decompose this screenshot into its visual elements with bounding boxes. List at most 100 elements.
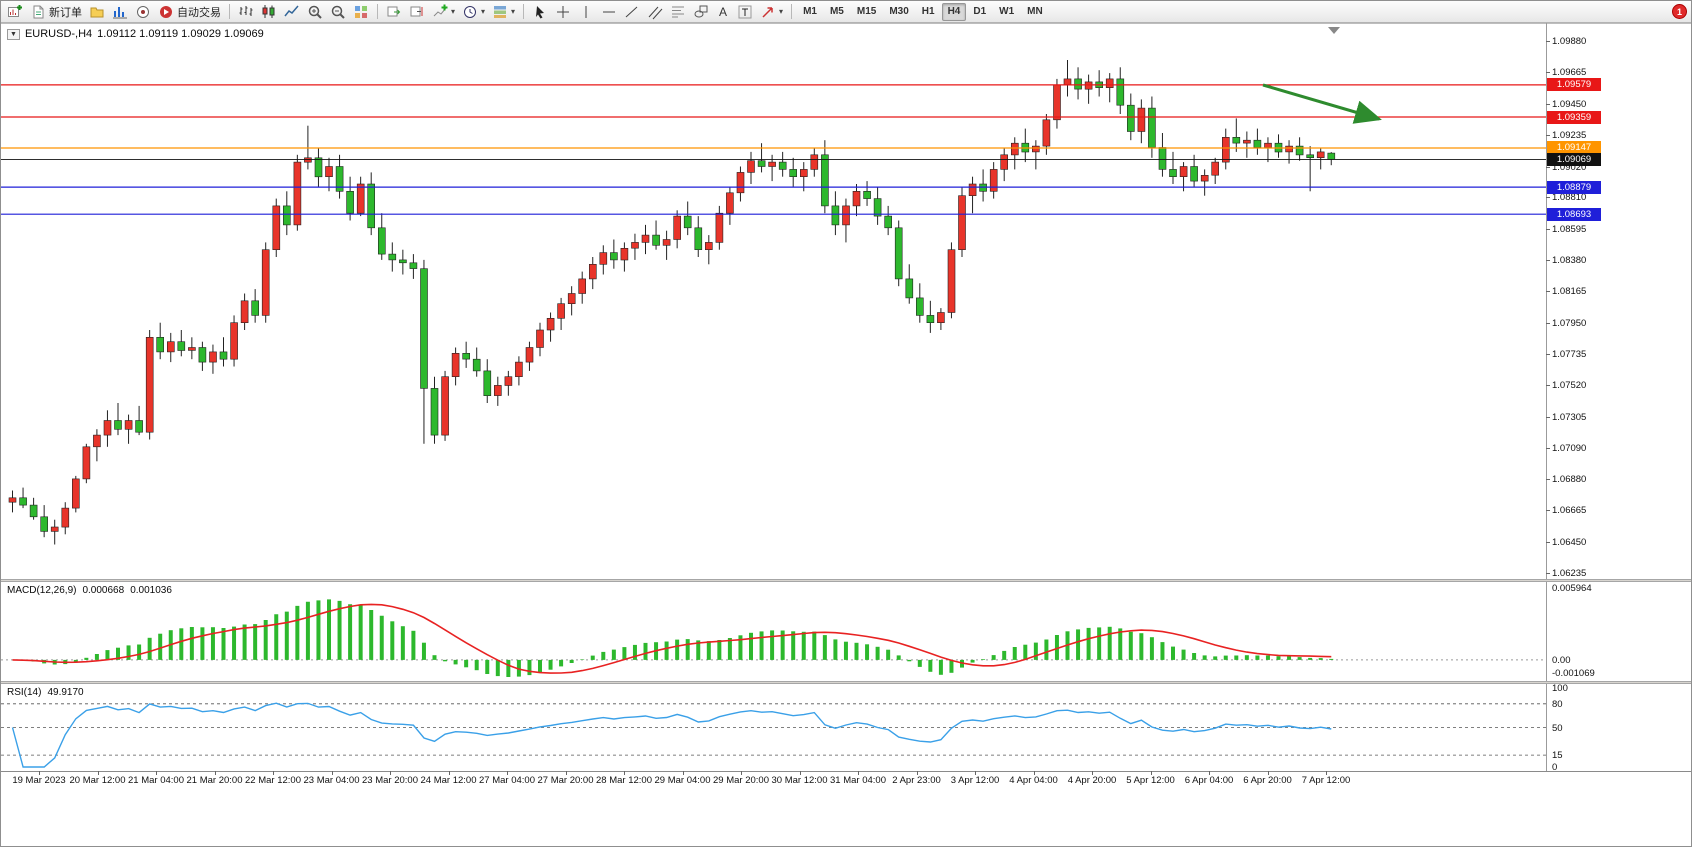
rsi-axis-label: 15 [1552,750,1563,762]
macd-panel[interactable] [1,582,1691,681]
auto-scroll-icon [387,6,401,16]
price-axis-label: 1.08165 [1552,286,1587,298]
shapes-button[interactable] [690,2,712,22]
price-axis-tick [1546,41,1550,42]
time-axis-tick [156,771,157,775]
time-axis-label: 19 Mar 2023 [12,775,66,786]
time-axis-label: 6 Apr 04:00 [1184,775,1234,786]
text-label-icon [738,5,752,18]
macd-axis-label: 0.00 [1552,654,1571,666]
navigator-icon [137,5,149,18]
crosshair-button[interactable] [552,2,574,22]
price-axis-border [1546,23,1547,771]
autotrading-label: 自动交易 [177,6,221,19]
time-axis-tick [1267,771,1269,775]
time-axis-tick [799,771,801,775]
text-label-button[interactable] [734,2,756,22]
time-axis-tick [390,771,391,775]
time-axis-tick [858,771,859,775]
time-axis[interactable] [1,771,1691,791]
time-axis-label: 21 Mar 04:00 [128,775,184,786]
zoom-out-button[interactable] [327,2,349,22]
time-axis-label: 29 Mar 20:00 [713,775,769,786]
tile-windows-button[interactable] [350,2,372,22]
time-axis-label: 27 Mar 20:00 [537,775,594,786]
price-axis-tick [1546,72,1550,74]
autotrading-button[interactable]: 自动交易 [155,2,224,22]
new-order-button[interactable]: 新订单 [27,2,85,22]
horizontal-line-icon [603,11,616,12]
time-axis-label: 4 Apr 04:00 [1009,775,1058,786]
price-axis-tick [1546,103,1550,105]
timeframe-mn[interactable]: MN [1021,3,1049,21]
candlestick-chart-button[interactable] [258,2,280,22]
periods-button[interactable]: ▾ [459,2,488,22]
panel-splitter-2[interactable] [1,681,1691,684]
trendline-icon [625,6,638,17]
vertical-line-icon [585,5,587,18]
fibonacci-button[interactable] [667,2,689,22]
time-axis-tick [741,771,742,775]
collapse-chart-icon[interactable]: ▼ [7,28,20,40]
timeframe-w1[interactable]: W1 [993,3,1020,21]
line-chart-button[interactable] [281,2,303,22]
time-axis-label: 31 Mar 04:00 [830,775,886,786]
vertical-line-button[interactable] [575,2,597,22]
auto-scroll-button[interactable] [383,2,405,22]
rsi-axis-label: 100 [1552,683,1568,694]
time-axis-label: 28 Mar 12:00 [596,775,652,786]
toolbar-separator [229,4,230,19]
time-axis-label: 29 Mar 04:00 [654,775,711,786]
price-axis-label: 1.06450 [1552,536,1587,548]
timeframe-h4[interactable]: H4 [941,2,967,21]
toolbar-separator [523,4,525,19]
zoom-in-button[interactable] [304,2,326,22]
price-chart-panel[interactable] [1,23,1691,579]
zoom-in-icon [308,5,322,19]
price-tag-support-2: 1.08693 [1547,207,1601,221]
timeframe-m1[interactable]: M1 [797,3,823,21]
cursor-button[interactable] [529,2,551,22]
timeframe-m15[interactable]: M15 [851,3,882,21]
rsi-indicator-label: RSI(14) 49.9170 [7,687,90,698]
navigator-button[interactable] [132,2,154,22]
horizontal-line-button[interactable] [598,2,620,22]
price-axis-label: 1.06235 [1552,568,1587,579]
time-axis-label: 23 Mar 20:00 [362,775,418,786]
price-axis-label: 1.07305 [1552,411,1587,423]
time-axis-tick [214,771,216,775]
trendline-button[interactable] [621,2,643,22]
rsi-panel[interactable] [1,684,1691,771]
channel-button[interactable] [644,2,666,22]
timeframe-d1[interactable]: D1 [967,3,992,21]
autotrading-icon [160,5,172,18]
text-button[interactable]: A [713,2,733,22]
templates-button[interactable]: ▾ [489,2,518,22]
new-chart-button[interactable] [4,2,26,22]
symbol-period-label: EURUSD-,H4 [24,28,93,40]
profiles-button[interactable] [86,2,108,22]
timeframe-m30[interactable]: M30 [883,3,914,21]
time-axis-tick [565,771,567,775]
time-axis-tick [916,771,918,775]
bar-chart-button[interactable] [235,2,257,22]
price-axis-label: 1.07520 [1552,380,1587,392]
macd-axis-label: 0.005964 [1552,583,1592,594]
cursor-icon [536,5,545,18]
chart-shift-button[interactable] [406,2,428,22]
price-tag-resistance-1: 1.09579 [1547,78,1601,92]
market-watch-button[interactable] [109,2,131,22]
rsi-value: 49.9170 [47,687,84,698]
notification-badge[interactable]: 1 [1672,4,1687,19]
time-axis-tick [448,771,450,775]
templates-icon [494,5,507,18]
indicators-button[interactable]: ▾ [429,2,458,22]
time-axis-label: 22 Mar 12:00 [245,775,301,786]
profiles-folder-icon [90,7,104,17]
time-axis-label: 5 Apr 12:00 [1126,775,1175,786]
panel-splitter-1[interactable] [1,579,1691,582]
timeframe-h1[interactable]: H1 [916,3,941,21]
timeframe-m5[interactable]: M5 [824,3,850,21]
macd-signal-value: 0.001036 [130,585,172,596]
arrows-button[interactable]: ▾ [757,2,786,22]
